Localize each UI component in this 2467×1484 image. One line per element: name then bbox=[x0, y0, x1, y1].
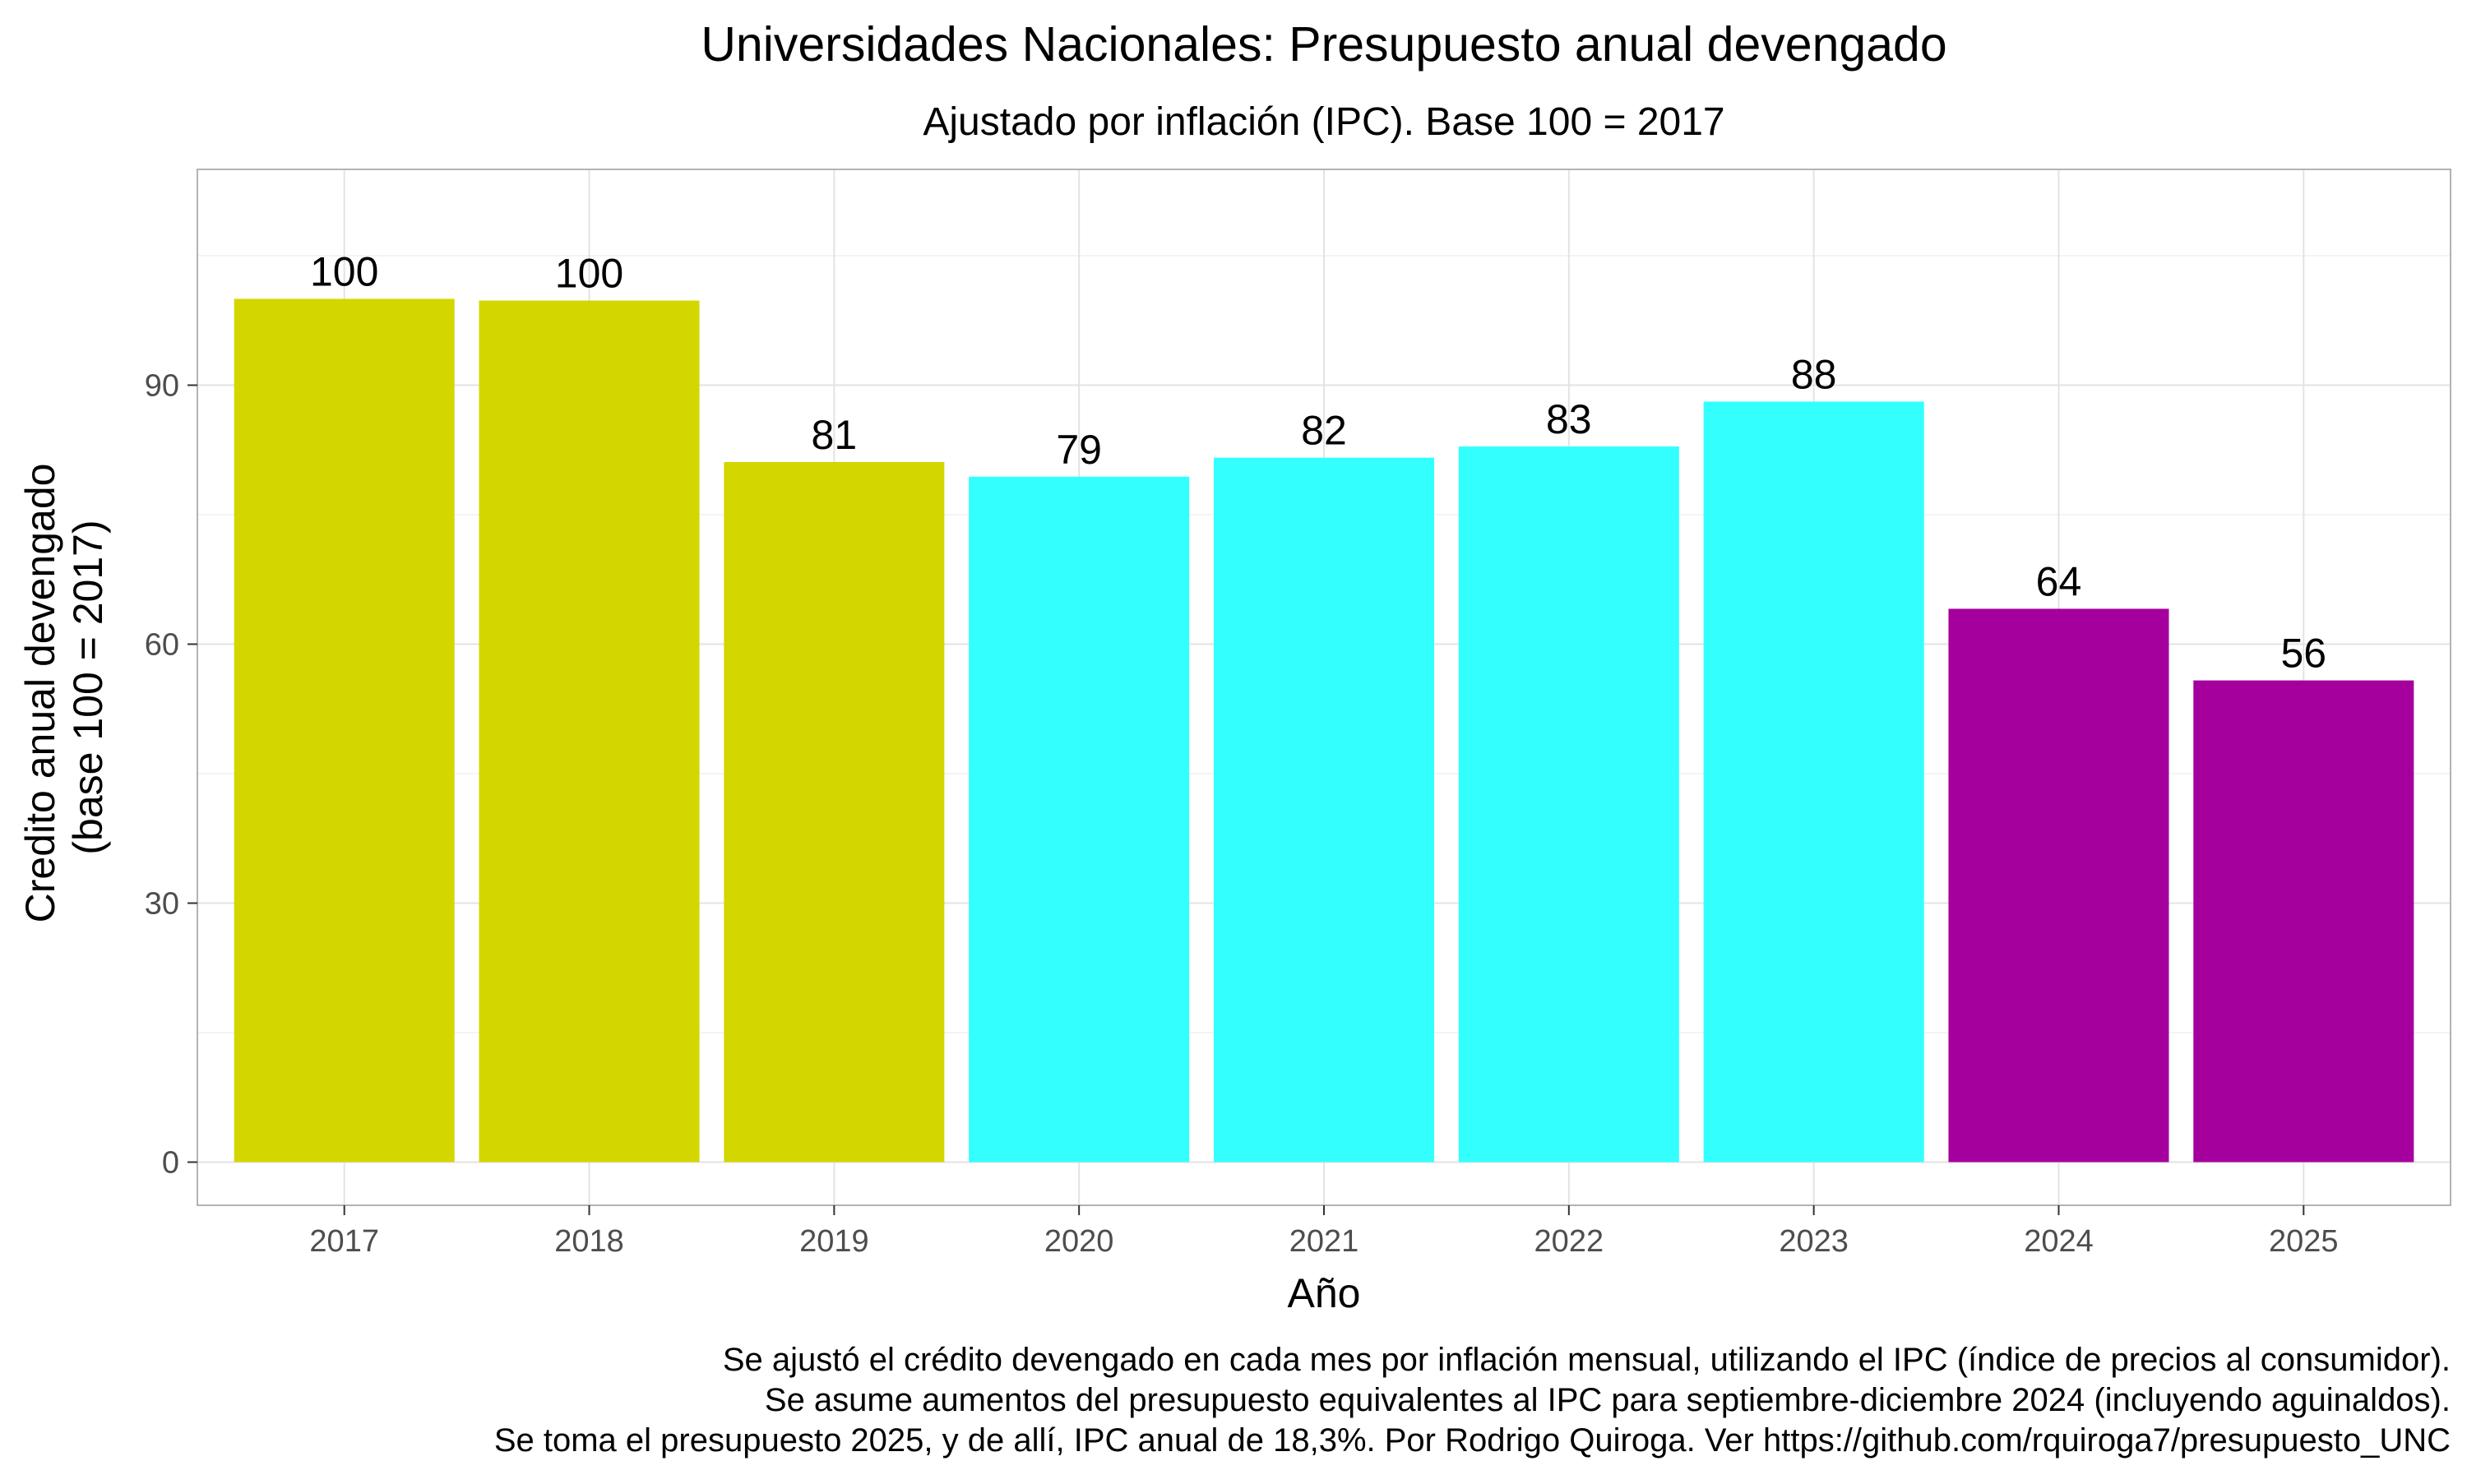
data-label-2018: 100 bbox=[555, 251, 623, 297]
bar-2025 bbox=[2193, 680, 2414, 1163]
bar-2024 bbox=[1948, 608, 2169, 1163]
bar-2019 bbox=[724, 461, 945, 1163]
bar-2018 bbox=[479, 300, 700, 1163]
chart-title: Universidades Nacionales: Presupuesto an… bbox=[701, 17, 1946, 72]
bar-2023 bbox=[1703, 401, 1924, 1163]
data-label-2023: 88 bbox=[1791, 351, 1837, 397]
data-label-2020: 79 bbox=[1056, 427, 1102, 473]
data-label-2017: 100 bbox=[310, 249, 378, 295]
data-label-2025: 56 bbox=[2280, 631, 2326, 677]
caption-line-3: Se toma el presupuesto 2025, y de allí, … bbox=[494, 1422, 2451, 1459]
bar-2021 bbox=[1213, 457, 1435, 1163]
caption-line-2: Se asume aumentos del presupuesto equiva… bbox=[765, 1382, 2451, 1418]
x-axis-label: Año bbox=[1288, 1270, 1361, 1316]
x-tick-label-2017: 2017 bbox=[309, 1224, 379, 1259]
y-axis-label-line-2: (base 100 = 2017) bbox=[65, 520, 111, 854]
x-tick-label-2025: 2025 bbox=[2269, 1224, 2339, 1259]
y-tick-label: 90 bbox=[145, 369, 179, 404]
y-axis-label-line-1: Credito anual devengado bbox=[17, 464, 63, 923]
bar-2020 bbox=[969, 476, 1190, 1163]
x-tick-label-2022: 2022 bbox=[1534, 1224, 1604, 1259]
chart-subtitle: Ajustado por inflación (IPC). Base 100 =… bbox=[923, 100, 1724, 144]
caption-line-1: Se ajustó el crédito devengado en cada m… bbox=[723, 1342, 2451, 1378]
x-tick-label-2018: 2018 bbox=[554, 1224, 624, 1259]
data-label-2024: 64 bbox=[2036, 558, 2082, 604]
y-axis-label: Credito anual devengado (base 100 = 2017… bbox=[17, 452, 111, 923]
y-tick-label: 60 bbox=[145, 628, 179, 663]
data-label-2022: 83 bbox=[1546, 396, 1592, 442]
x-tick-label-2020: 2020 bbox=[1044, 1224, 1114, 1259]
bars bbox=[234, 298, 2414, 1163]
x-tick-label-2023: 2023 bbox=[1779, 1224, 1849, 1259]
x-axis: 2017 2018 2019 2020 2021 2022 2023 2024 2025 bbox=[309, 1205, 2339, 1259]
y-axis: 0 30 60 90 bbox=[145, 369, 197, 1181]
data-labels: 100 100 81 79 82 83 88 64 56 bbox=[310, 249, 2326, 677]
data-label-2021: 82 bbox=[1301, 408, 1347, 454]
y-tick-label: 0 bbox=[162, 1146, 179, 1181]
bar-2017 bbox=[234, 298, 455, 1163]
bar-2022 bbox=[1458, 446, 1679, 1163]
caption: Se ajustó el crédito devengado en cada m… bbox=[494, 1342, 2451, 1459]
x-tick-label-2021: 2021 bbox=[1289, 1224, 1359, 1259]
y-tick-label: 30 bbox=[145, 887, 179, 922]
x-tick-label-2019: 2019 bbox=[799, 1224, 869, 1259]
x-tick-label-2024: 2024 bbox=[2024, 1224, 2094, 1259]
data-label-2019: 81 bbox=[812, 412, 858, 458]
